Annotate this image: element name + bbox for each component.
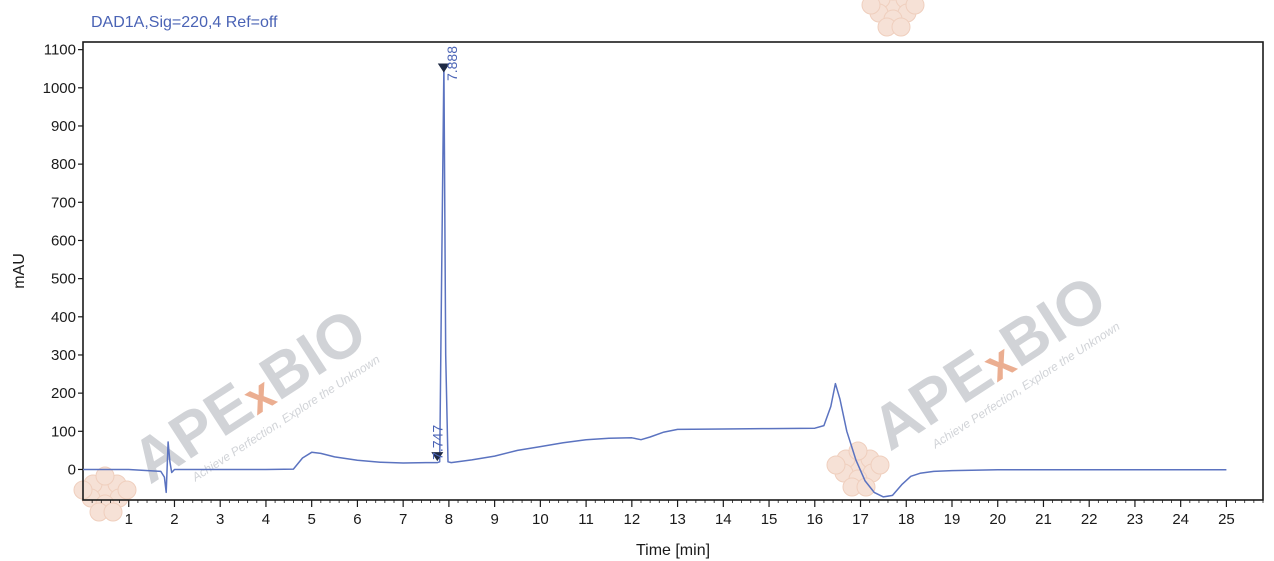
y-tick-label: 0 [68,461,76,478]
signal-trace [83,64,1227,498]
x-tick-label: 7 [399,511,407,528]
x-tick-label: 17 [852,511,869,528]
peak-marker-icon [437,63,450,73]
x-tick-label: 14 [715,511,732,528]
watermark-cell-cluster-icon [861,0,925,37]
watermark-cell-cluster-icon [826,441,890,497]
y-axis: 0 100 200 300 400 500 600 700 800 900 1000 1100 [43,42,83,478]
y-tick-label: 200 [51,385,76,402]
x-tick-label: 5 [308,511,316,528]
x-tick-label: 18 [898,511,915,528]
x-tick-label: 16 [806,511,823,528]
y-tick-label: 800 [51,156,76,173]
x-tick-label: 4 [262,511,270,528]
y-axis-title: mAU [11,253,28,289]
x-tick-label: 19 [944,511,961,528]
x-tick-label: 25 [1218,511,1235,528]
peak-label: 7.747 [429,425,445,460]
peak-label: 7.888 [444,46,460,81]
y-tick-label: 1100 [44,42,76,59]
x-tick-label: 2 [170,511,178,528]
plot-frame [82,41,1264,501]
y-tick-label: 300 [51,347,76,364]
watermark-logo-text: APExBIO [860,262,1118,463]
peak-marker-icon [431,452,444,462]
y-tick-label: 700 [51,194,76,211]
y-tick-label: 600 [51,232,76,249]
x-tick-label: 13 [669,511,686,528]
y-tick-label: 900 [51,118,76,135]
watermark-cell-cluster-icon [73,466,137,522]
x-tick-label: 9 [490,511,498,528]
x-tick-label: 6 [353,511,361,528]
x-tick-label: 8 [445,511,453,528]
x-tick-label: 23 [1127,511,1144,528]
x-tick-label: 24 [1172,511,1189,528]
x-tick-label: 3 [216,511,224,528]
y-tick-label: 100 [51,423,76,440]
signal-title: DAD1A,Sig=220,4 Ref=off [91,14,278,31]
x-tick-label: 11 [578,511,594,528]
x-axis: 1 2 3 4 5 6 7 8 9 10 11 12 13 14 15 16 17 18 19 20 21 22 23 24 2… [91,500,1264,528]
x-tick-label: 12 [623,511,640,528]
x-axis-title: Time [min] [636,542,710,559]
x-tick-label: 20 [989,511,1006,528]
x-tick-label: 22 [1081,511,1098,528]
x-tick-label: 21 [1035,511,1052,528]
peak-annotations: 7.747 7.888 [429,46,460,462]
y-tick-label: 400 [51,309,76,326]
x-tick-label: 15 [761,511,778,528]
watermark-logo-text: APExBIO [120,295,378,496]
y-tick-label: 500 [51,271,76,288]
x-tick-label: 10 [532,511,549,528]
y-tick-label: 1000 [43,80,76,97]
x-tick-label: 1 [125,511,133,528]
